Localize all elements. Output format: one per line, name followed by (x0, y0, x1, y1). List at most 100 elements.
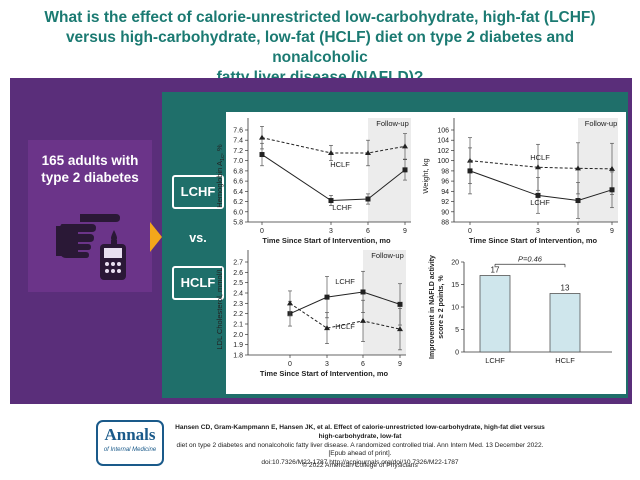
series-line-hclf (261, 137, 406, 154)
bar-lchf (479, 275, 511, 353)
x-tick-label: 6 (576, 228, 580, 235)
x-tick-label: 6 (361, 361, 365, 368)
y-tick-label: 7.0 (233, 158, 243, 165)
data-point (575, 165, 581, 171)
y-tick-label: 102 (437, 148, 449, 155)
title-line-2: versus high-carbohydrate, low-fat (HCLF)… (65, 29, 575, 66)
population-line-1: 165 adults with (41, 153, 139, 168)
data-point (360, 289, 366, 295)
y-tick-label: 96 (441, 179, 449, 186)
y-tick-label: 1.8 (233, 353, 243, 360)
x-tick-label: 3 (325, 361, 329, 368)
hand-glucose-meter-icon (56, 214, 126, 280)
data-point (609, 187, 615, 193)
series-label-hclf: HCLF (335, 322, 355, 331)
x-tick-label: HCLF (555, 356, 575, 365)
y-tick-label: 0 (455, 350, 459, 357)
y-tick-label: 2.4 (233, 291, 243, 298)
arm-lchf-box: LCHF (172, 175, 224, 209)
y-tick-label: 94 (441, 189, 449, 196)
x-axis-label: Time Since Start of Intervention, mo (469, 236, 598, 245)
y-tick-label: 6.4 (233, 189, 243, 196)
population-text: 165 adults with type 2 diabetes (28, 152, 152, 186)
x-tick-label: 9 (398, 361, 402, 368)
y-tick-label: 6.0 (233, 209, 243, 216)
y-tick-label: 1.9 (233, 342, 243, 349)
versus-label: vs. (189, 231, 207, 245)
x-axis-label: Time Since Start of Intervention, mo (260, 369, 389, 378)
arm-lchf-label: LCHF (180, 184, 216, 199)
series-label-lchf: LCHF (332, 203, 352, 212)
x-tick-label: 0 (468, 228, 472, 235)
bar-hclf (549, 293, 581, 353)
data-point (259, 134, 265, 140)
data-point (259, 152, 265, 158)
x-tick-label: 6 (366, 228, 370, 235)
x-tick-label: 9 (403, 228, 407, 235)
y-tick-label: 2.6 (233, 270, 243, 277)
y-tick-label: 2.7 (233, 260, 243, 267)
x-tick-label: 3 (329, 228, 333, 235)
copyright: © 2022 American College of Physicians (302, 462, 418, 469)
data-point (360, 317, 366, 323)
y-tick-label: 5.8 (233, 220, 243, 227)
x-tick-label: 0 (260, 228, 264, 235)
y-tick-label: 5 (455, 327, 459, 334)
followup-label: Follow-up (371, 251, 404, 260)
y-tick-label: 2.2 (233, 311, 243, 318)
data-point (324, 325, 330, 331)
data-point (575, 198, 581, 204)
data-point (402, 167, 408, 173)
data-point (365, 150, 371, 155)
y-tick-label: 98 (441, 168, 449, 175)
bar-value-label: 13 (561, 284, 570, 293)
y-axis-label: LDL Cholesterol, mmol/L (215, 267, 224, 349)
data-point (535, 164, 541, 170)
followup-label: Follow-up (585, 119, 618, 128)
y-tick-label: 6.8 (233, 168, 243, 175)
followup-label: Follow-up (376, 119, 409, 128)
data-point (328, 150, 334, 155)
data-point (535, 192, 541, 198)
logo-main-text: Annals (104, 425, 156, 444)
x-tick-label: 3 (536, 228, 540, 235)
series-line-lchf (469, 170, 613, 202)
journal-logo: Annals of Internal Medicine (96, 420, 164, 466)
y-tick-label: 2.3 (233, 301, 243, 308)
data-point (328, 198, 334, 204)
data-point (365, 196, 371, 202)
data-point (467, 168, 473, 174)
y-tick-label: 106 (437, 128, 449, 135)
y-tick-label: 92 (441, 199, 449, 206)
y-tick-label: 6.2 (233, 199, 243, 206)
y-axis-label: Hemoglobin A1c, % (215, 144, 226, 208)
data-point (402, 143, 408, 149)
x-tick-label: 0 (288, 361, 292, 368)
data-point (324, 294, 330, 300)
series-label-hclf: HCLF (530, 153, 550, 162)
series-line-hclf (469, 160, 613, 170)
arm-hclf-box: HCLF (172, 266, 224, 300)
y-axis-label: Weight, kg (421, 158, 430, 193)
citation-line-2: diet on type 2 diabetes and nonalcoholic… (176, 441, 544, 458)
data-point (397, 326, 403, 332)
citation: Hansen CD, Gram-Kampmann E, Hansen JK, e… (170, 424, 550, 468)
y-tick-label: 2.1 (233, 322, 243, 329)
data-point (609, 165, 615, 171)
citation-line-1: Hansen CD, Gram-Kampmann E, Hansen JK, e… (175, 424, 545, 440)
y-tick-label: 2.0 (233, 332, 243, 339)
y-tick-label: 7.6 (233, 128, 243, 135)
y-tick-label: 20 (451, 260, 459, 267)
x-tick-label: 9 (610, 228, 614, 235)
citation-line-3: doi:10.7326/M22-1787 http://acpjournals.… (261, 459, 459, 467)
y-tick-label: 104 (437, 138, 449, 145)
y-tick-label: 6.6 (233, 179, 243, 186)
y-axis-label-line-2: score ≥ 2 points, % (438, 275, 445, 339)
x-axis-label: Time Since Start of Intervention, mo (262, 236, 391, 245)
series-line-lchf (261, 154, 406, 202)
y-tick-label: 88 (441, 220, 449, 227)
title-line-1: What is the effect of calorie-unrestrict… (44, 9, 596, 26)
data-point (287, 300, 293, 306)
series-line-lchf (289, 291, 401, 315)
